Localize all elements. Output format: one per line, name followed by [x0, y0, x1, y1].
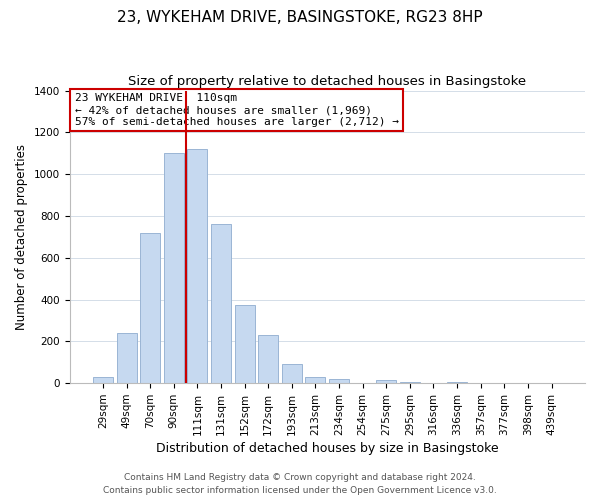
Text: Contains HM Land Registry data © Crown copyright and database right 2024.
Contai: Contains HM Land Registry data © Crown c…: [103, 474, 497, 495]
Bar: [164, 154, 184, 383]
Y-axis label: Number of detached properties: Number of detached properties: [15, 144, 28, 330]
Bar: [282, 364, 302, 383]
Text: 23 WYKEHAM DRIVE: 110sqm
← 42% of detached houses are smaller (1,969)
57% of sem: 23 WYKEHAM DRIVE: 110sqm ← 42% of detach…: [74, 94, 398, 126]
Bar: [305, 377, 325, 383]
Bar: [187, 149, 208, 383]
Bar: [235, 305, 254, 383]
Bar: [376, 380, 397, 383]
Text: 23, WYKEHAM DRIVE, BASINGSTOKE, RG23 8HP: 23, WYKEHAM DRIVE, BASINGSTOKE, RG23 8HP: [117, 10, 483, 25]
Bar: [116, 333, 137, 383]
Bar: [329, 379, 349, 383]
Bar: [140, 232, 160, 383]
Bar: [93, 377, 113, 383]
Title: Size of property relative to detached houses in Basingstoke: Size of property relative to detached ho…: [128, 75, 526, 88]
Bar: [258, 335, 278, 383]
Bar: [447, 382, 467, 383]
Bar: [400, 382, 420, 383]
X-axis label: Distribution of detached houses by size in Basingstoke: Distribution of detached houses by size …: [156, 442, 499, 455]
Bar: [211, 224, 231, 383]
